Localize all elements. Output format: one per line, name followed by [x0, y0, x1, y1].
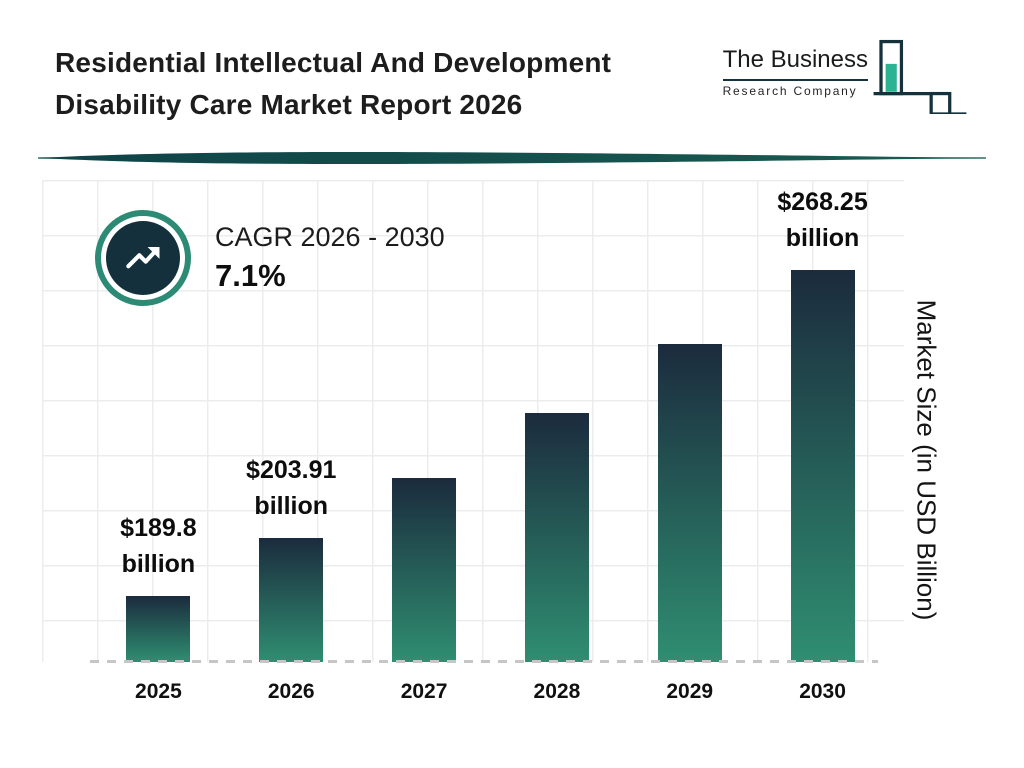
cagr-value: 7.1%	[215, 258, 286, 293]
bar-value-label-2025: $189.8 billion	[120, 513, 197, 578]
bar-2026	[259, 538, 324, 662]
cagr-label: CAGR 2026 - 2030	[215, 222, 445, 252]
divider-lens-shape	[38, 152, 986, 164]
axis-baseline	[90, 660, 878, 663]
bar-2030	[790, 270, 855, 662]
bar-column-2027	[358, 180, 491, 662]
logo-text: The Business Research Company	[722, 46, 868, 98]
x-tick-2025: 2025	[135, 680, 182, 703]
page-title: Residential Intellectual And Development…	[55, 42, 611, 126]
cagr-text: CAGR 2026 - 2030 7.1%	[215, 222, 445, 294]
bar-2025	[126, 596, 191, 662]
x-tick-2030: 2030	[799, 680, 846, 703]
logo-barchart-icon	[873, 39, 967, 114]
y-axis-title: Market Size (in USD Billion)	[911, 299, 942, 621]
x-tick-2027: 2027	[400, 680, 448, 703]
bar-2028	[524, 413, 589, 662]
bar-column-2028	[490, 180, 623, 662]
trending-up-icon	[106, 221, 180, 295]
x-tick-2028: 2028	[533, 680, 581, 703]
cagr-circle	[95, 210, 191, 306]
cagr-badge: CAGR 2026 - 2030 7.1%	[95, 210, 445, 306]
page-title-line1: Residential Intellectual And Development	[55, 47, 612, 78]
bar-column-2026: $203.91 billion	[225, 180, 358, 662]
bar-column-2030: $268.25 billion	[756, 180, 889, 662]
page-title-line2: Disability Care Market Report 2026	[55, 89, 523, 120]
divider	[38, 150, 986, 166]
bar-2029	[657, 344, 722, 662]
logo-subname: Research Company	[722, 84, 858, 98]
x-tick-2029: 2029	[666, 680, 714, 703]
bar-column-2029	[623, 180, 756, 662]
bar-value-label-2030: $268.25 billion	[777, 187, 868, 252]
logo-name: The Business	[722, 46, 868, 81]
bars: $189.8 billion $203.91 billion $268.25 billio…	[42, 180, 904, 662]
company-logo: The Business Research Company	[722, 39, 968, 114]
x-tick-2026: 2026	[267, 680, 315, 703]
bar-value-label-2026: $203.91 billion	[246, 455, 337, 520]
bar-2027	[392, 478, 457, 662]
plot-area: $189.8 billion $203.91 billion $268.25 billio…	[42, 180, 904, 663]
bar-column-2025: $189.8 billion	[92, 180, 225, 662]
x-axis-labels: 2025 2026 2027 2028 2029 2030	[92, 680, 889, 704]
